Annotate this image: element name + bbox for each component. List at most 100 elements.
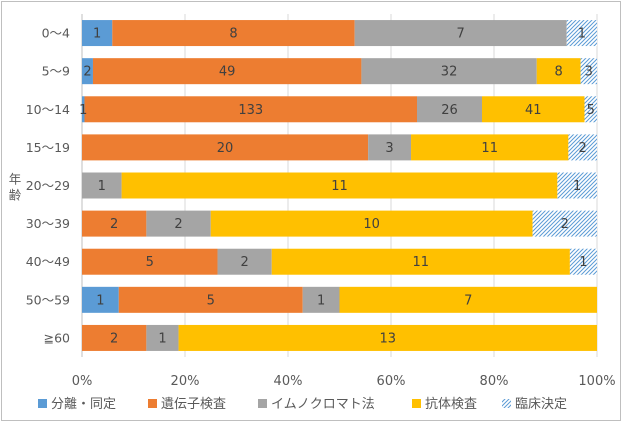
data-label: 2 — [110, 331, 118, 346]
y-axis-title-char: 齢 — [9, 188, 22, 203]
bar-segment — [569, 248, 597, 275]
data-label: 1 — [317, 293, 325, 308]
bar-segment — [411, 134, 569, 161]
data-label: 5 — [587, 103, 595, 118]
legend-label: イムノクロマト法 — [271, 397, 375, 412]
data-label: 1 — [93, 27, 101, 42]
bar-segment — [417, 96, 482, 123]
bar-segment — [580, 58, 597, 85]
bar-segment — [354, 20, 567, 47]
x-tick-label: 100% — [578, 374, 615, 389]
data-label: 7 — [464, 293, 472, 308]
x-tick-label: 60% — [377, 374, 406, 389]
bar-segment — [82, 248, 218, 275]
data-label: 1 — [79, 103, 87, 118]
bar-segment — [112, 20, 355, 47]
bar-segment — [84, 96, 417, 123]
bar-segment — [82, 134, 369, 161]
y-axis-title: 年齢 — [9, 172, 22, 203]
bar-segment — [146, 324, 179, 351]
bar-segment — [482, 96, 585, 123]
data-label: 2 — [240, 255, 248, 270]
legend-label: 分離・同定 — [51, 397, 116, 412]
data-label: 2 — [83, 65, 91, 80]
bar-segment — [368, 134, 412, 161]
y-tick-label: 20～29 — [26, 178, 70, 193]
data-label: 8 — [555, 65, 563, 80]
bar-segment — [302, 286, 340, 313]
data-label: 5 — [207, 293, 215, 308]
bar-segment — [584, 96, 597, 123]
bar-segment — [82, 172, 122, 199]
data-label: 2 — [174, 217, 182, 232]
data-label: 1 — [158, 331, 166, 346]
y-tick-label: 5～9 — [42, 64, 70, 79]
bar-segment — [82, 286, 119, 313]
data-label: 10 — [363, 217, 380, 232]
y-tick-label: ≧60 — [44, 330, 70, 345]
data-label: 11 — [481, 141, 498, 156]
bar-segment — [217, 248, 272, 275]
x-tick-label: 80% — [480, 374, 509, 389]
bar-segment — [82, 58, 93, 85]
bar-segment — [339, 286, 597, 313]
bar-segment — [82, 210, 147, 237]
legend-label: 抗体検査 — [425, 397, 477, 412]
data-label: 13 — [380, 331, 397, 346]
data-label: 1 — [578, 27, 586, 42]
bar-segment — [121, 172, 558, 199]
bar-segment — [532, 210, 597, 237]
legend-swatch — [148, 399, 157, 408]
y-tick-label: 40～49 — [26, 254, 70, 269]
bar-segment — [118, 286, 303, 313]
y-tick-label: 0～4 — [42, 26, 70, 41]
data-label: 1 — [579, 255, 587, 270]
bar-segment — [82, 96, 85, 123]
data-label: 3 — [385, 141, 393, 156]
y-tick-label: 30～39 — [26, 216, 70, 231]
bar-segment — [361, 58, 537, 85]
data-label: 2 — [579, 141, 587, 156]
y-tick-label: 50～59 — [26, 292, 70, 307]
data-label: 5 — [146, 255, 154, 270]
x-tick-label: 0% — [72, 374, 93, 389]
y-tick-label: 15～19 — [26, 140, 70, 155]
data-label: 8 — [229, 27, 237, 42]
bar-segment — [92, 58, 362, 85]
bar-segment — [271, 248, 570, 275]
legend-label: 遺伝子検査 — [161, 397, 226, 412]
data-label: 11 — [331, 179, 348, 194]
bar-segment — [568, 134, 597, 161]
data-label: 41 — [525, 103, 542, 118]
data-label: 1 — [96, 293, 104, 308]
bar-segment — [557, 172, 597, 199]
legend-swatch — [412, 399, 421, 408]
data-label: 133 — [238, 103, 263, 118]
data-label: 11 — [413, 255, 430, 270]
data-label: 1 — [98, 179, 106, 194]
bar-segment — [536, 58, 581, 85]
y-axis-title-char: 年 — [9, 172, 22, 187]
bar-segment — [178, 324, 597, 351]
data-label: 20 — [217, 141, 234, 156]
legend-swatch — [38, 399, 47, 408]
data-label: 2 — [561, 217, 569, 232]
bar-segment — [146, 210, 211, 237]
data-label: 7 — [457, 27, 465, 42]
data-label: 2 — [110, 217, 118, 232]
legend-swatch — [258, 399, 267, 408]
y-tick-label: 10～14 — [26, 102, 70, 117]
legend-label: 臨床決定 — [515, 397, 567, 412]
data-label: 49 — [219, 65, 236, 80]
x-tick-label: 20% — [171, 374, 200, 389]
bar-segment — [82, 324, 147, 351]
legend-swatch — [502, 399, 511, 408]
x-tick-label: 40% — [274, 374, 303, 389]
data-label: 1 — [573, 179, 581, 194]
bar-segment — [566, 20, 597, 47]
data-label: 26 — [441, 103, 458, 118]
bar-segment — [82, 20, 113, 47]
bar-segment — [210, 210, 533, 237]
data-label: 32 — [441, 65, 458, 80]
